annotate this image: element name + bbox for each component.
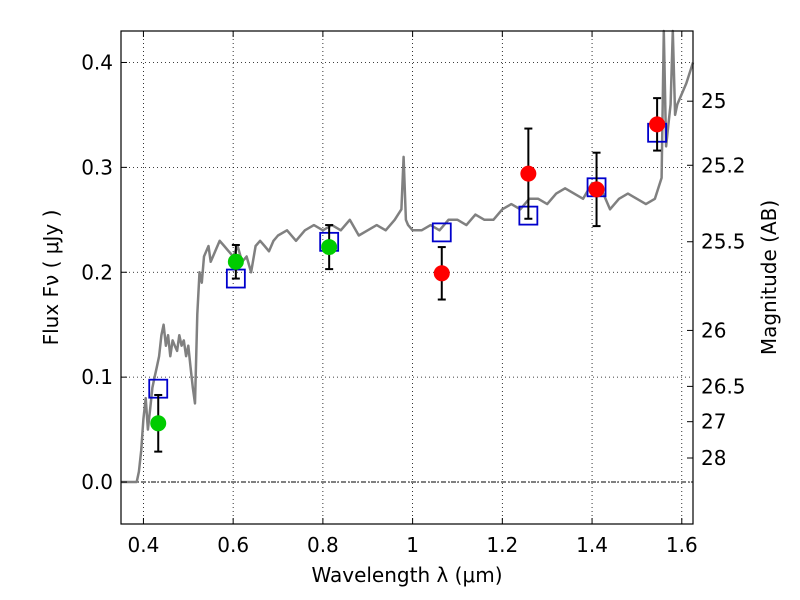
y2-tick-label: 27 — [701, 410, 726, 434]
x-tick-label: 0.4 — [128, 533, 160, 557]
y2-axis-label: Magnitude (AB) — [757, 200, 781, 355]
y-tick-label: 0.1 — [81, 365, 113, 389]
y-axis-label: Flux Fν ( μJy ) — [39, 210, 63, 346]
y2-axis-ticks: 25 25.2 25.5 26 26.5 27 28 — [687, 89, 746, 470]
model-photometry-series — [148, 122, 668, 399]
observed-point — [520, 165, 537, 182]
y2-tick-label: 26 — [701, 318, 726, 342]
x-tick-label: 1.2 — [486, 533, 518, 557]
observed-point — [227, 253, 244, 270]
y2-tick-label: 26.5 — [701, 374, 746, 398]
spectrum-series — [121, 29, 695, 484]
x-axis-ticks: 0.4 0.6 0.8 1 1.2 1.4 1.6 — [128, 31, 698, 557]
y-axis-ticks: 0.0 0.1 0.2 0.3 0.4 — [81, 50, 127, 494]
error-bars — [154, 97, 662, 453]
plot-frame — [120, 30, 694, 525]
grid-lines — [121, 31, 693, 524]
y-tick-label: 0.3 — [81, 155, 113, 179]
x-axis-label: Wavelength λ (μm) — [311, 563, 502, 587]
y2-tick-label: 25.2 — [701, 153, 746, 177]
y-tick-label: 0.2 — [81, 260, 113, 284]
observed-point — [321, 239, 338, 256]
x-tick-label: 0.8 — [307, 533, 339, 557]
y2-tick-label: 28 — [701, 446, 726, 470]
observed-photometry-series — [150, 116, 666, 432]
y2-tick-label: 25 — [701, 89, 726, 113]
observed-point — [588, 181, 605, 198]
y2-tick-label: 25.5 — [701, 230, 746, 254]
x-tick-label: 1.6 — [666, 533, 698, 557]
observed-point — [649, 116, 666, 133]
x-tick-label: 1.4 — [576, 533, 608, 557]
model-point — [431, 222, 452, 243]
x-tick-label: 0.6 — [217, 533, 249, 557]
y-tick-label: 0.4 — [81, 50, 113, 74]
observed-point — [150, 415, 167, 432]
spectrum-line — [121, 29, 695, 484]
y-tick-label: 0.0 — [81, 470, 113, 494]
x-tick-label: 1 — [406, 533, 419, 557]
observed-point — [433, 265, 450, 282]
